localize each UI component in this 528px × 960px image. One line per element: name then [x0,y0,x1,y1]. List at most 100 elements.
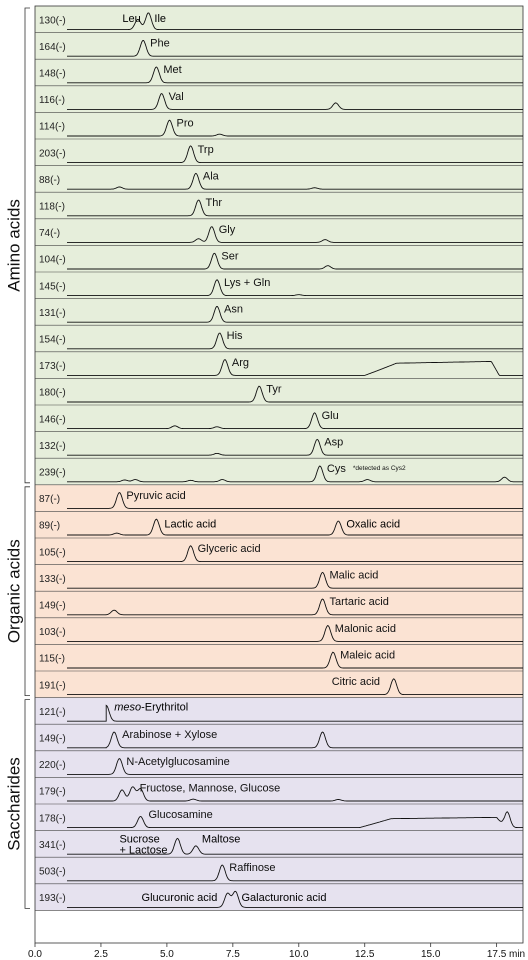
series-label: N-Acetylglucosamine [126,756,229,768]
series-label: Raffinose [229,862,275,874]
footnote: *detected as Cys2 [353,465,406,472]
series-label: His [227,330,243,342]
series-label: Ser [221,250,238,262]
series-label: Asp [324,437,343,449]
series-label: Phe [150,38,170,50]
series-mz-label: 148(-) [39,69,66,80]
series-label: Glucuronic acid [142,892,218,904]
x-tick-label: 2.5 [94,949,108,960]
x-tick-label: 5.0 [160,949,174,960]
series-trace [67,571,523,589]
series-trace [67,199,523,217]
x-tick-label: 15.0 [421,949,441,960]
series-mz-label: 118(-) [39,202,65,213]
series-label: Cys [327,463,346,475]
series-mz-label: 179(-) [39,787,66,798]
series-trace [67,226,523,243]
series-trace [67,172,523,190]
series-trace [67,786,523,802]
x-tick-label: 10.0 [289,949,309,960]
series-label: Asn [224,304,243,316]
series-label: Lactic acid [164,518,216,530]
series-label: Tartaric acid [330,596,389,608]
x-tick-label: 7.5 [226,949,240,960]
series-label: Trp [198,144,214,156]
series-mz-label: 88(-) [39,175,60,186]
series-trace [67,598,523,616]
series-trace [67,492,523,509]
series-label-2: Oxalic acid [346,518,400,530]
group-bracket-1 [24,486,30,696]
x-axis-label: min [509,949,525,960]
series-trace [67,40,523,57]
series-label: Malic acid [330,570,379,582]
series-mz-label: 341(-) [39,840,66,851]
series-trace [67,332,523,350]
series-label: Lys + Gln [224,277,270,289]
series-mz-label: 121(-) [39,707,66,718]
group-label: Organic acids [5,539,24,643]
series-label-3: Maltose [202,834,241,846]
series-label: Pyruvic acid [126,490,185,502]
series-mz-label: 146(-) [39,414,66,425]
series-mz-label: 116(-) [39,95,65,106]
series-mz-label: 114(-) [39,122,65,133]
series-mz-label: 103(-) [39,627,66,638]
series-trace [67,465,523,483]
series-trace [67,145,523,164]
series-mz-label: 130(-) [39,15,66,26]
series-mz-label: 164(-) [39,42,66,53]
series-mz-label: 239(-) [39,468,66,479]
series-label: Arabinose + Xylose [122,729,217,741]
series-label: Val [169,91,184,103]
series-trace [67,651,523,669]
series-label: Maleic acid [340,649,395,661]
series-trace [67,837,523,855]
series-label: Pro [177,117,194,129]
series-trace [67,279,523,297]
series-mz-label: 115(-) [39,654,65,665]
series-mz-label: 193(-) [39,893,66,904]
series-trace [67,758,523,775]
series-label: Glu [322,410,339,422]
series-mz-label: 132(-) [39,441,66,452]
series-mz-label: 104(-) [39,255,66,266]
series-mz-label: 87(-) [39,494,60,505]
series-mz-label: 74(-) [39,228,60,239]
series-trace [67,864,523,882]
series-mz-label: 180(-) [39,388,66,399]
series-trace [67,811,523,829]
series-trace [67,438,523,456]
series-label: Glucosamine [149,809,213,821]
x-tick-label: 12.5 [355,949,375,960]
series-label: Glyceric acid [198,543,261,555]
series-mz-label: 154(-) [39,335,66,346]
group-label: Saccharides [5,757,24,851]
series-trace [67,678,523,696]
series-mz-label: 178(-) [39,813,66,824]
series-trace [67,704,523,722]
series-mz-label: 220(-) [39,760,66,771]
x-tick-label: 0.0 [28,949,42,960]
series-mz-label: 203(-) [39,148,66,159]
series-mz-label: 131(-) [39,308,66,319]
series-trace [67,890,523,908]
series-label: Met [163,64,181,76]
series-trace [67,93,523,110]
series-mz-label: 149(-) [39,601,66,612]
series-trace [67,306,523,323]
series-label: Malonic acid [335,623,396,635]
series-mz-label: 105(-) [39,547,66,558]
series-trace [67,731,523,749]
series-mz-label: 503(-) [39,867,66,878]
group-label: Amino acids [5,199,24,292]
series-label: Gly [219,224,236,236]
series-mz-label: 145(-) [39,281,66,292]
series-label-2: + Lactose [119,845,167,857]
series-trace [67,385,523,403]
series-label: Fructose, Mannose, Glucose [140,782,281,794]
series-trace [67,545,523,563]
series-trace [67,119,523,137]
series-mz-label: 133(-) [39,574,66,585]
